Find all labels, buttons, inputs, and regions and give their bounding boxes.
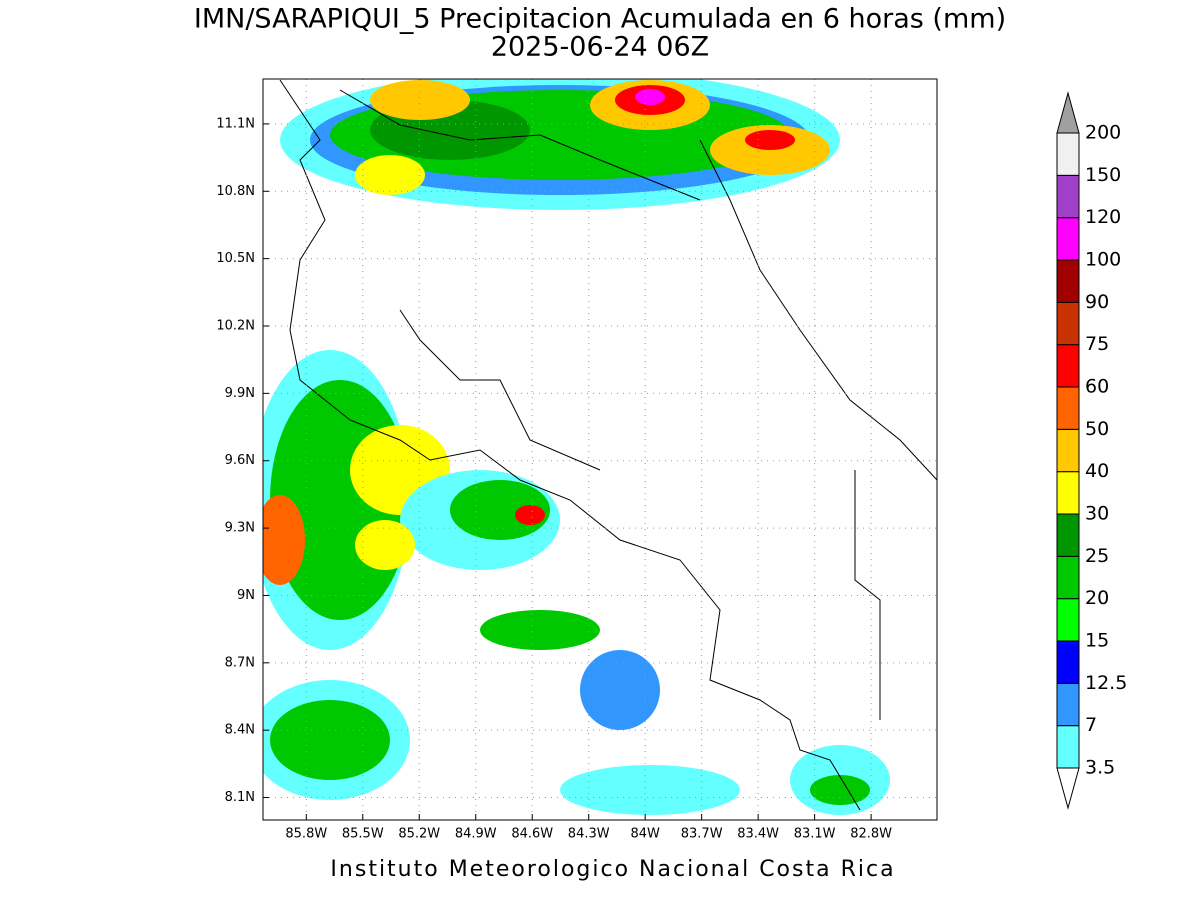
- x-tick-label: 83.1W: [794, 827, 836, 842]
- colorbar-segment: [1056, 555, 1080, 600]
- y-tick-label: 9.9N: [225, 386, 255, 401]
- colorbar-label: 50: [1085, 418, 1109, 440]
- colorbar-label: 7: [1085, 714, 1097, 736]
- colorbar-segment: [1056, 598, 1080, 642]
- y-tick-label: 8.1N: [225, 790, 255, 805]
- map-subtitle: 2025-06-24 06Z: [491, 32, 709, 63]
- x-tick-label: 83.4W: [737, 827, 779, 842]
- y-tick-label: 10.5N: [216, 251, 255, 266]
- colorbar-label: 40: [1085, 460, 1109, 482]
- x-tick-label: 84.3W: [568, 827, 610, 842]
- x-tick-label: 85.5W: [342, 827, 384, 842]
- precip-field: [263, 79, 937, 815]
- colorbar-segment: [1056, 217, 1080, 261]
- colorbar-segment: [1056, 428, 1080, 473]
- y-tick-label: 9N: [237, 588, 255, 603]
- colorbar-label: 60: [1085, 376, 1109, 398]
- colorbar-label: 12.5: [1085, 672, 1127, 694]
- colorbar-label: 3.5: [1085, 757, 1115, 779]
- colorbar-under: [1056, 767, 1080, 810]
- y-tick-label: 10.8N: [216, 184, 255, 199]
- colorbar-label: 200: [1085, 122, 1121, 144]
- x-tick-label: 85.8W: [285, 827, 327, 842]
- colorbar-label: 150: [1085, 164, 1121, 186]
- colorbar-segment: [1056, 640, 1080, 684]
- grid: [263, 79, 937, 820]
- colorbar-label: 20: [1085, 587, 1109, 609]
- y-tick-label: 8.4N: [225, 723, 255, 738]
- colorbar-segment: [1056, 132, 1080, 176]
- colorbar-label: 90: [1085, 291, 1109, 313]
- x-tick-label: 85.2W: [398, 827, 440, 842]
- colorbar-label: 100: [1085, 249, 1121, 271]
- map-title: IMN/SARAPIQUI_5 Precipitacion Acumulada …: [194, 4, 1006, 35]
- x-tick-label: 83.7W: [681, 827, 723, 842]
- colorbar-segment: [1056, 386, 1080, 430]
- x-tick-label: 82.8W: [850, 827, 892, 842]
- colorbar-segment: [1056, 174, 1080, 219]
- colorbar-label: 25: [1085, 545, 1109, 567]
- colorbar-segment: [1056, 259, 1080, 303]
- x-tick-label: 84W: [630, 827, 660, 842]
- colorbar-label: 120: [1085, 206, 1121, 228]
- colorbar-label: 75: [1085, 333, 1109, 355]
- colorbar-segment: [1056, 344, 1080, 388]
- colorbar-segment: [1056, 513, 1080, 557]
- map-frame: [262, 78, 938, 821]
- colorbar-label: 15: [1085, 630, 1109, 652]
- colorbar-segment: [1056, 682, 1080, 727]
- y-tick-label: 11.1N: [216, 116, 255, 131]
- y-tick-label: 9.6N: [225, 453, 255, 468]
- colorbar-segment: [1056, 301, 1080, 346]
- footer: Instituto Meteorologico Nacional Costa R…: [330, 857, 895, 882]
- y-tick-label: 10.2N: [216, 319, 255, 334]
- y-tick-label: 9.3N: [225, 521, 255, 536]
- colorbar-label: 30: [1085, 503, 1109, 525]
- colorbar-segment: [1056, 471, 1080, 515]
- x-tick-label: 84.9W: [455, 827, 497, 842]
- x-tick-label: 84.6W: [511, 827, 553, 842]
- colorbar-over: [1056, 91, 1080, 134]
- colorbar-segment: [1056, 725, 1080, 769]
- y-tick-label: 8.7N: [225, 655, 255, 670]
